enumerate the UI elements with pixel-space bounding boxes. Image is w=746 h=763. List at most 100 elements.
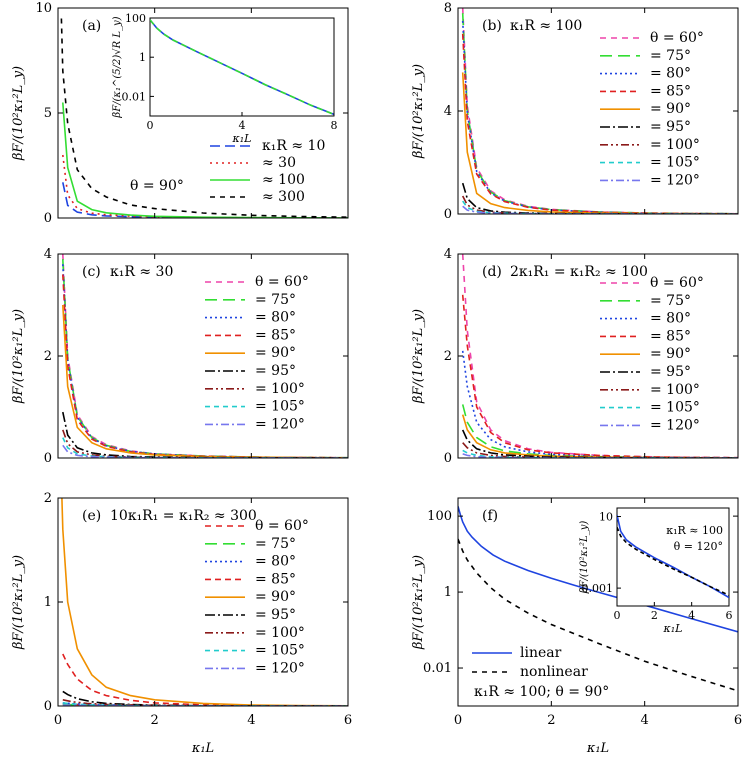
- x-tick-label: 6: [344, 713, 352, 728]
- legend-entry: = 105°: [255, 643, 305, 659]
- legend-entry: = 75°: [650, 293, 691, 309]
- y-axis-label: βF/(10²κ₁²L_y): [411, 309, 426, 404]
- y-axis-label: βF/(10²κ₁²L_y): [11, 555, 26, 650]
- panel-f: 100 1 0.01 0 2 4 6 κ₁L βF/(10²κ₁²L_y) (f) κ₁R ≈ 10…: [411, 497, 742, 756]
- legend-entry: = 120°: [650, 417, 700, 433]
- series-line-2: [461, 20, 738, 214]
- legend-entry: linear: [520, 645, 562, 661]
- series-line-3: [461, 294, 738, 458]
- inset-x-tick-label: 6: [726, 609, 733, 622]
- inset-x-tick-label: 0: [614, 609, 621, 622]
- inset-y-axis-label: βF/(10²κ₁²L_y): [579, 521, 590, 595]
- inset-x-tick-label: 4: [688, 609, 695, 622]
- inset-f: 10 0.001 0 2 4 6 κ₁L βF/(10²κ₁²L_y) κ₁R ≈ 100 θ =…: [579, 507, 733, 635]
- legend-entry: = 90°: [650, 346, 691, 362]
- legend-entry: ≈ 100: [262, 172, 305, 188]
- y-tick-label: 0: [44, 211, 52, 226]
- y-tick-label: 0: [444, 207, 452, 222]
- panel-label: (d): [482, 264, 502, 280]
- panel-label: (b): [482, 18, 502, 34]
- inset-annotation: κ₁R ≈ 100: [666, 524, 723, 537]
- y-tick-label: 1: [444, 585, 452, 600]
- y-axis-label: βF/(10²κ₁²L_y): [11, 309, 26, 404]
- y-tick-label: 0.01: [423, 661, 452, 676]
- y-tick-label: 100: [427, 509, 452, 524]
- legend-entry: = 95°: [255, 363, 296, 379]
- series-line-1: [617, 526, 729, 596]
- x-tick-label: 0: [54, 713, 62, 728]
- series-line-1: [62, 154, 348, 218]
- panel-label: (e): [82, 508, 101, 524]
- series-line-6: [461, 195, 738, 214]
- series-line-4: [62, 304, 348, 458]
- series-line-2: [62, 264, 348, 458]
- inset-x-tick-label: 4: [239, 119, 246, 132]
- x-tick-label: 6: [734, 713, 742, 728]
- legend-entry: = 120°: [255, 416, 305, 432]
- inset-x-axis-label: κ₁L: [232, 132, 252, 145]
- y-axis-label: βF/(10²κ₁²L_y): [11, 66, 26, 161]
- x-axis-label: κ₁L: [586, 741, 609, 756]
- legend-entry: θ = 60°: [650, 275, 704, 291]
- y-tick-label: 0: [44, 699, 52, 714]
- panel-annotation: κ₁R ≈ 100; θ = 90°: [474, 684, 609, 700]
- legend-entry: = 85°: [255, 327, 296, 343]
- x-axis-label: κ₁L: [191, 741, 214, 756]
- legend-entry: θ = 60°: [650, 30, 704, 46]
- axes-frame: [457, 497, 739, 707]
- y-tick-label: 2: [444, 349, 452, 364]
- legend-entry: = 120°: [650, 172, 700, 188]
- legend-entry: = 105°: [650, 400, 700, 416]
- inset-y-tick-label: 0.001: [582, 582, 614, 595]
- y-axis-label: βF/(10²κ₁²L_y): [411, 64, 426, 159]
- series-line-2: [461, 350, 738, 458]
- inset-a: 100 1 0.01 0 4 8 κ₁L βF/(κ₁^(5/2)√R L_y): [112, 12, 338, 145]
- x-tick-label: 2: [547, 713, 555, 728]
- inset-annotation: θ = 120°: [674, 540, 723, 553]
- panel-annotation: 2κ₁R₁ = κ₁R₂ ≈ 100: [510, 264, 648, 280]
- inset-y-axis-label: βF/(κ₁^(5/2)√R L_y): [112, 16, 123, 118]
- legend-entry: = 95°: [255, 607, 296, 623]
- panel-label: (f): [482, 508, 498, 524]
- inset-y-tick-label: 10: [599, 511, 613, 524]
- y-tick-label: 10: [35, 1, 52, 16]
- legend-entry: = 80°: [650, 66, 691, 82]
- series-line-3: [461, 33, 738, 214]
- y-tick-label: 5: [44, 106, 52, 121]
- series-line-2: [62, 102, 348, 218]
- y-tick-label: 2: [44, 491, 52, 506]
- series-line-6: [462, 442, 738, 458]
- y-tick-label: 4: [44, 247, 52, 262]
- legend-entry: = 100°: [650, 382, 700, 398]
- legend-entry: = 75°: [255, 292, 296, 308]
- inset-frame: [149, 17, 335, 117]
- x-tick-label: 4: [641, 713, 649, 728]
- inset-y-tick-label: 100: [125, 12, 146, 25]
- legend-entry: ≈ 30: [262, 155, 296, 171]
- y-tick-label: 0: [444, 451, 452, 466]
- panel-e: 0 1 2 0 2 4 6 κ₁L βF/(10²κ₁²L_y) (e) 10κ₁R₁ = κ₁R₂…: [11, 491, 352, 756]
- legend-entry: θ = 60°: [255, 274, 309, 290]
- inset-x-tick-label: 8: [331, 119, 338, 132]
- panel-annotation: κ₁R ≈ 30: [110, 264, 173, 280]
- legend-entry: = 75°: [255, 536, 296, 552]
- legend-entry: = 100°: [255, 381, 305, 397]
- legend-entry: = 105°: [255, 399, 305, 415]
- legend-entry: = 85°: [650, 83, 691, 99]
- inset-frame: [616, 507, 730, 607]
- panel-label: (c): [82, 264, 101, 280]
- panel-annotation: κ₁R ≈ 100: [510, 18, 582, 34]
- panel-label: (a): [82, 18, 101, 34]
- legend-entry: = 80°: [255, 310, 296, 326]
- legend-entry: = 120°: [255, 660, 305, 676]
- y-tick-label: 2: [44, 349, 52, 364]
- x-tick-label: 4: [247, 713, 255, 728]
- legend-entry: κ₁R ≈ 10: [262, 138, 325, 154]
- legend-entry: = 100°: [255, 625, 305, 641]
- panel-annotation: θ = 90°: [130, 178, 184, 194]
- legend-entry: = 95°: [650, 119, 691, 135]
- series-line-5: [62, 411, 348, 458]
- legend-entry: = 95°: [650, 364, 691, 380]
- panel-annotation: 10κ₁R₁ = κ₁R₂ ≈ 300: [110, 508, 257, 524]
